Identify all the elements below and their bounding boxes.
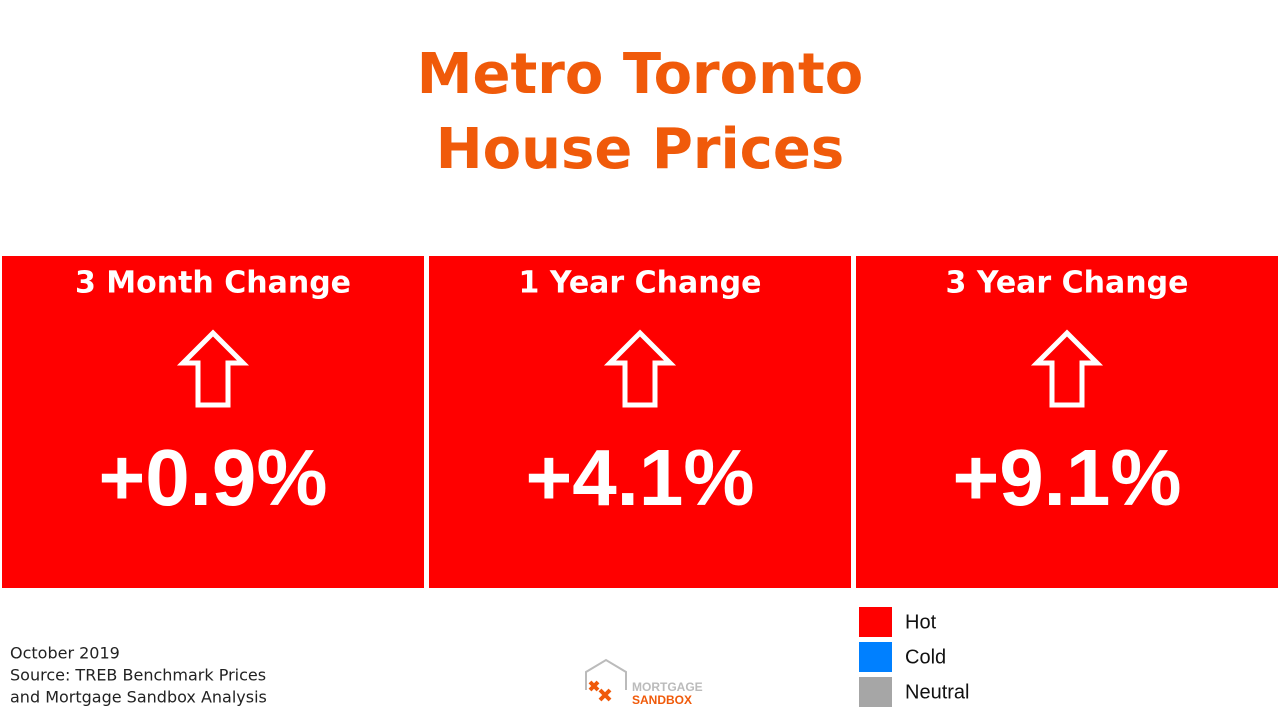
card [429,256,851,588]
footer-line: Source: TREB Benchmark Prices [10,666,266,685]
logo-text: MORTGAGE [632,680,703,694]
legend-label: Neutral [905,681,969,703]
card [2,256,424,588]
logo-text: SANDBOX [632,693,692,707]
legend-label: Cold [905,646,946,668]
logo-mark [588,680,612,702]
legend-swatch [859,642,892,672]
card [856,256,1278,588]
card-label: 3 Year Change [946,266,1189,301]
card-label: 1 Year Change [519,266,762,301]
legend-swatch [859,607,892,637]
card-value: +0.9% [98,433,327,522]
logo: MORTGAGE SANDBOX [585,658,703,707]
footer-line: and Mortgage Sandbox Analysis [10,688,267,707]
footer-line: October 2019 [10,644,120,663]
title-line: Metro Toronto [417,42,864,107]
up-arrow [176,329,250,408]
card-label: 3 Month Change [75,266,351,301]
legend-label: Hot [905,611,937,633]
up-arrow [603,329,677,408]
card-value: +4.1% [525,433,754,522]
legend-swatch [859,677,892,707]
logo-house [585,658,627,690]
title-line: House Prices [436,117,844,182]
up-arrow [1030,329,1104,408]
card-value: +9.1% [952,433,1181,522]
